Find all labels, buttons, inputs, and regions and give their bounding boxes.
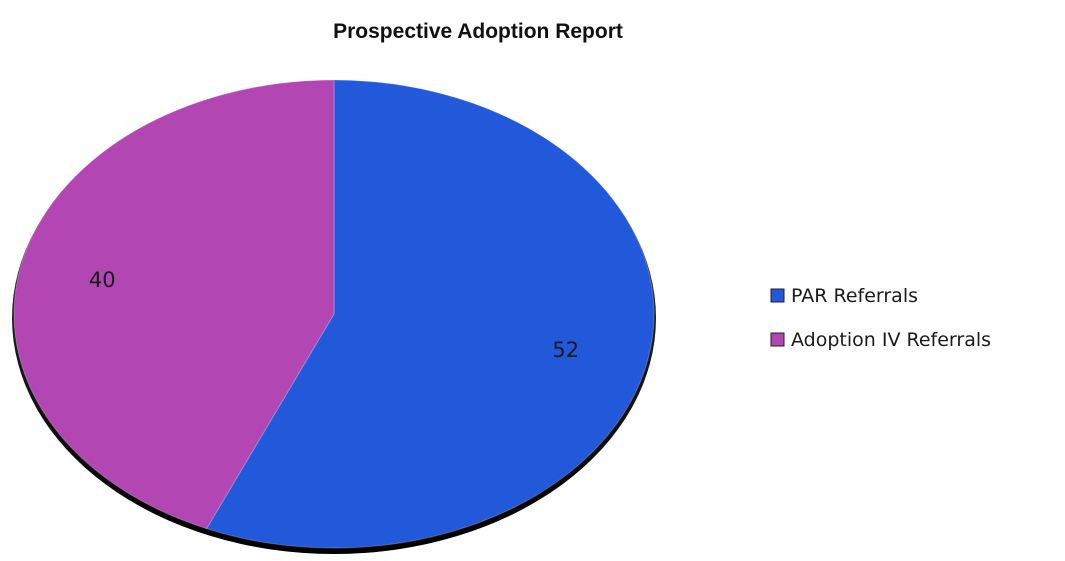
- data-label-par-referrals: 52: [552, 338, 579, 362]
- pie-slice-par-referrals: [205, 79, 655, 549]
- pie-slices: [13, 79, 655, 549]
- pie-slice-adoption-iv-referrals: [13, 79, 335, 530]
- legend-label-par-referrals: PAR Referrals: [791, 285, 918, 307]
- data-label-adoption-iv-referrals: 40: [89, 268, 116, 292]
- chart-title: Prospective Adoption Report: [333, 20, 623, 43]
- pie-data-labels: 52 40: [89, 268, 579, 362]
- legend: PAR Referrals Adoption IV Referrals: [770, 285, 991, 351]
- legend-swatch-par-referrals: [770, 288, 785, 303]
- legend-swatch-adoption-iv-referrals: [770, 332, 785, 347]
- legend-label-adoption-iv-referrals: Adoption IV Referrals: [791, 329, 991, 351]
